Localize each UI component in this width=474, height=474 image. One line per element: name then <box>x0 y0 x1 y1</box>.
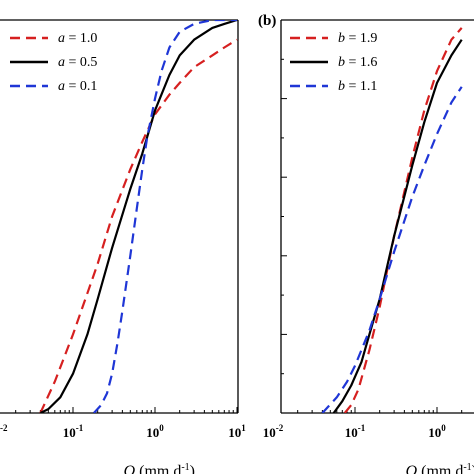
x-tick-exponent: 1 <box>241 423 246 433</box>
legend-label: b = 1.1 <box>338 79 377 94</box>
x-tick-base: 10 <box>263 425 276 440</box>
x-tick-base: 10 <box>428 425 441 440</box>
x-axis-title: Q (mm d-1) <box>406 462 474 474</box>
axis-unit-exponent: -1 <box>181 462 189 473</box>
panel-letter: (b) <box>258 13 276 29</box>
series-group <box>321 27 463 413</box>
x-tick-label: 10-2 <box>263 423 284 440</box>
legend-param: a <box>58 55 65 70</box>
legend-param: a <box>58 31 65 46</box>
x-tick-label: 100 <box>146 423 164 440</box>
legend-param: b <box>338 31 345 46</box>
legend-label: a = 1.0 <box>58 31 97 46</box>
x-tick-exponent: -2 <box>276 423 284 433</box>
x-tick-base: 10 <box>228 425 241 440</box>
legend-value: = 1.9 <box>345 31 377 46</box>
x-tick-exponent: -1 <box>358 423 366 433</box>
x-tick-label: 10-1 <box>63 423 84 440</box>
series-line-1 <box>39 20 238 413</box>
x-tick-exponent: 0 <box>159 423 164 433</box>
x-tick-exponent: 0 <box>441 423 446 433</box>
series-line-2 <box>321 86 463 413</box>
x-tick-exponent: -2 <box>0 423 8 433</box>
axis-variable: Q <box>124 463 136 474</box>
series-line-2 <box>93 20 237 413</box>
x-tick-label: 100 <box>428 423 446 440</box>
x-tick-base: 10 <box>146 425 159 440</box>
legend-label: a = 0.1 <box>58 79 97 94</box>
legend-value: = 1.0 <box>65 31 97 46</box>
axis-unit: (mm d <box>417 463 463 474</box>
series-line-0 <box>39 38 238 413</box>
legend-value: = 0.5 <box>65 55 97 70</box>
x-tick-label: 101 <box>228 423 246 440</box>
legend-value: = 1.1 <box>345 79 377 94</box>
x-tick-label: 10-1 <box>345 423 366 440</box>
series-group <box>39 20 238 413</box>
axis-unit-close: ) <box>472 463 474 474</box>
axis-unit: (mm d <box>135 463 181 474</box>
series-line-1 <box>332 39 463 413</box>
x-tick-base: 10 <box>345 425 358 440</box>
axis-variable: Q <box>406 463 418 474</box>
legend-label: b = 1.9 <box>338 31 377 46</box>
legend-value: = 1.6 <box>345 55 377 70</box>
axis-unit-close: ) <box>190 463 195 474</box>
x-tick-exponent: -1 <box>76 423 84 433</box>
x-tick-label: -2 <box>0 423 8 433</box>
x-axis-title: Q (mm d-1) <box>124 462 195 474</box>
legend-value: = 0.1 <box>65 79 97 94</box>
x-tick-base: 10 <box>63 425 76 440</box>
legend-label: b = 1.6 <box>338 55 377 70</box>
legend-param: b <box>338 79 345 94</box>
legend-param: b <box>338 55 345 70</box>
axis-unit-exponent: -1 <box>463 462 471 473</box>
legend-param: a <box>58 79 65 94</box>
legend-label: a = 0.5 <box>58 55 97 70</box>
